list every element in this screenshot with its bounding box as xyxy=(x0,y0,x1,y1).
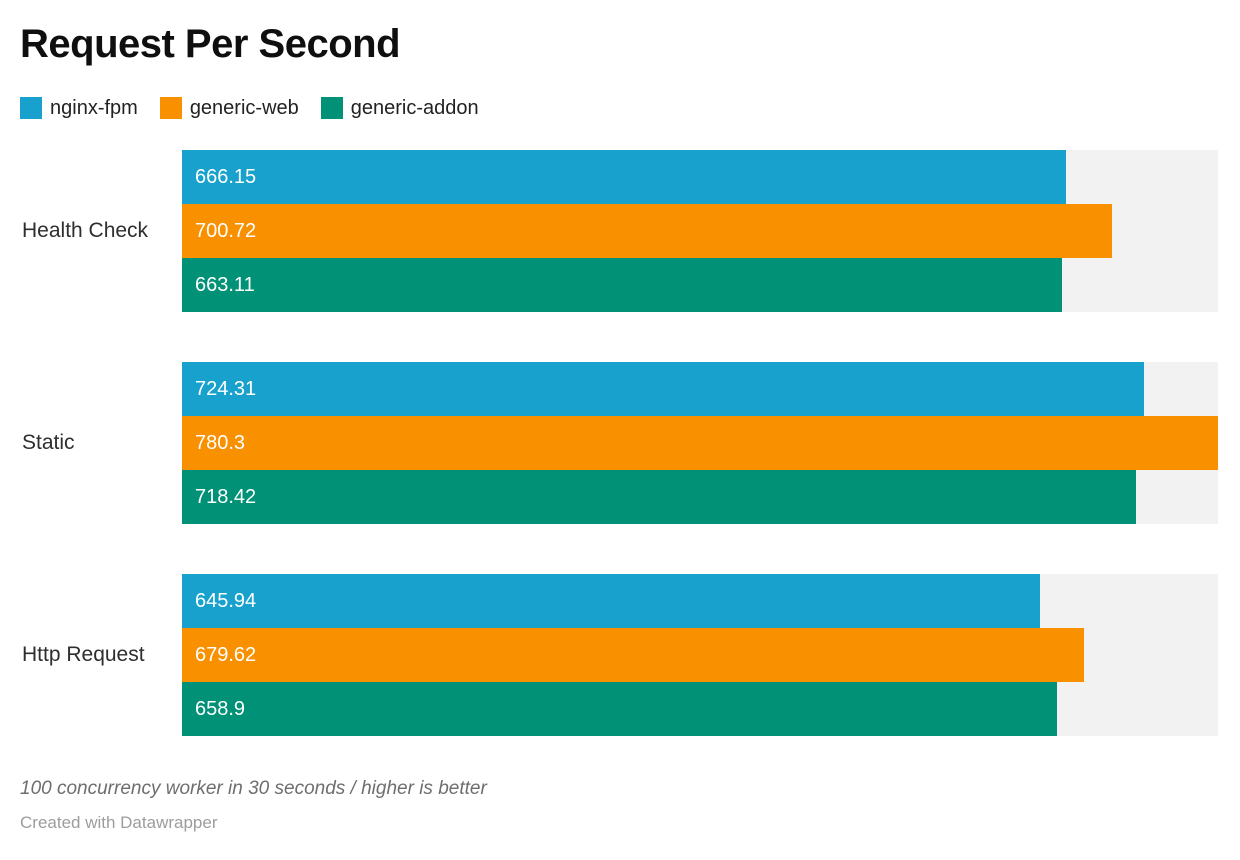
bar-track: 658.9 xyxy=(182,682,1218,736)
bar-value-label: 780.3 xyxy=(195,431,246,454)
bar-chart: Health Check 666.15 700.72 663.11 Static 724.… xyxy=(20,150,1218,736)
bar-track: 718.42 xyxy=(182,470,1218,524)
bar-value-label: 679.62 xyxy=(195,643,257,666)
legend: nginx-fpm generic-web generic-addon xyxy=(20,96,1218,120)
bar: 700.72 xyxy=(182,204,1113,258)
chart-title: Request Per Second xyxy=(20,22,401,66)
bar-group: Health Check 666.15 700.72 663.11 xyxy=(20,150,1218,312)
bar: 679.62 xyxy=(182,628,1085,682)
legend-label: nginx-fpm xyxy=(50,97,138,119)
bar: 645.94 xyxy=(182,574,1040,628)
bar-track: 679.62 xyxy=(182,628,1218,682)
bar-value-label: 700.72 xyxy=(195,219,257,242)
bar: 780.3 xyxy=(182,416,1218,470)
bar-stack: 645.94 679.62 658.9 xyxy=(182,574,1218,736)
bar-value-label: 663.11 xyxy=(195,273,255,296)
category-label: Health Check xyxy=(22,219,149,242)
bar: 718.42 xyxy=(182,470,1136,524)
bar: 724.31 xyxy=(182,362,1144,416)
chart-footnote: 100 concurrency worker in 30 seconds / h… xyxy=(20,778,487,799)
bar-group: Static 724.31 780.3 718.42 xyxy=(20,362,1218,524)
legend-item-generic-web: generic-web xyxy=(159,96,299,120)
bar: 666.15 xyxy=(182,150,1067,204)
bar: 658.9 xyxy=(182,682,1057,736)
bar-group: Http Request 645.94 679.62 658.9 xyxy=(20,574,1218,736)
bar-track: 700.72 xyxy=(182,204,1218,258)
category-label: Static xyxy=(22,431,75,454)
bar-track: 663.11 xyxy=(182,258,1218,312)
bar-value-label: 718.42 xyxy=(195,485,257,508)
datawrapper-credit-link[interactable]: Created with Datawrapper xyxy=(20,813,218,832)
chart-footer: 100 concurrency worker in 30 seconds / h… xyxy=(20,778,1218,833)
legend-label: generic-web xyxy=(189,97,299,119)
bar-track: 724.31 xyxy=(182,362,1218,416)
bar-value-label: 658.9 xyxy=(195,697,246,720)
bar: 663.11 xyxy=(182,258,1063,312)
bar-track: 780.3 xyxy=(182,416,1218,470)
legend-item-nginx-fpm: nginx-fpm xyxy=(20,96,138,120)
legend-label: generic-addon xyxy=(350,97,479,119)
bar-stack: 666.15 700.72 663.11 xyxy=(182,150,1218,312)
legend-swatch-icon xyxy=(320,97,343,119)
bar-stack: 724.31 780.3 718.42 xyxy=(182,362,1218,524)
bar-track: 666.15 xyxy=(182,150,1218,204)
category-label: Http Request xyxy=(22,643,145,666)
bar-track: 645.94 xyxy=(182,574,1218,628)
bar-value-label: 724.31 xyxy=(195,377,257,400)
bar-value-label: 645.94 xyxy=(195,589,257,612)
legend-swatch-icon xyxy=(20,97,42,119)
bar-value-label: 666.15 xyxy=(195,165,257,188)
legend-swatch-icon xyxy=(159,97,182,119)
legend-item-generic-addon: generic-addon xyxy=(320,96,479,120)
